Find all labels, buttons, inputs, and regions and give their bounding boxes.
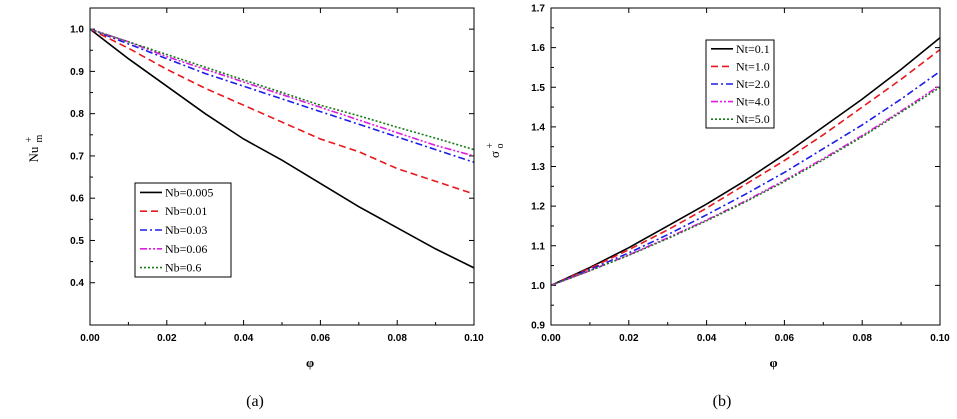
y-axis-label-base: σ <box>487 151 502 158</box>
chart-b: 0.9 1.0 1.1 1.2 1.3 1.4 1.5 1.6 1.7 0.00 0.02 0.04 0… <box>485 4 950 411</box>
y-axis-label: Nu + m <box>24 135 45 163</box>
series-line-nb-0-01 <box>89 28 475 195</box>
x-tick-label: 0.06 <box>311 333 331 344</box>
y-axis-label-base: Nu <box>26 146 41 162</box>
legend-label: Nt=0.1 <box>736 42 770 56</box>
y-tick-label: 1.5 <box>531 83 545 94</box>
y-tick-label: 1.4 <box>531 122 545 133</box>
figure-caption: (a) <box>246 393 264 410</box>
x-tick-label: 0.00 <box>80 333 100 344</box>
plot-frame <box>89 7 475 326</box>
series-line-nt-1-0 <box>550 48 941 287</box>
y-tick-label: 0.7 <box>70 151 84 162</box>
y-tick-label: 0.8 <box>70 109 84 120</box>
series-line-nb-0-06 <box>89 28 475 157</box>
x-tick-label: 0.00 <box>541 333 561 344</box>
legend-label: Nb=0.005 <box>165 185 213 199</box>
y-tick-label: 1.0 <box>70 25 84 36</box>
x-tick-label: 0.02 <box>157 333 177 344</box>
legend-label: Nt=2.0 <box>736 77 770 91</box>
series-line-nt-2-0 <box>550 70 941 287</box>
legend-label: Nb=0.01 <box>165 204 207 218</box>
x-tick-label: 0.08 <box>852 333 872 344</box>
y-tick-label: 0.9 <box>531 321 545 332</box>
y-axis-label-sub: o <box>495 144 506 149</box>
legend: Nb=0.005 Nb=0.01 Nb=0.03 Nb=0.06 Nb=0.6 <box>134 182 232 278</box>
y-axis-label-sup: + <box>24 137 35 143</box>
legend-label: Nb=0.06 <box>165 242 207 256</box>
legend-label: Nb=0.03 <box>165 223 207 237</box>
y-tick-label: 0.9 <box>70 67 84 78</box>
series-line-nt-0-1 <box>550 37 941 287</box>
x-tick-label: 0.10 <box>930 333 950 344</box>
y-tick-label: 0.5 <box>70 236 84 247</box>
y-axis-label-sub: m <box>34 135 45 143</box>
legend-label: Nb=0.6 <box>165 261 201 275</box>
legend: Nt=0.1 Nt=1.0 Nt=2.0 Nt=4.0 Nt=5.0 <box>705 39 775 129</box>
y-tick-label: 1.3 <box>531 162 545 173</box>
y-tick-label: 1.6 <box>531 43 545 54</box>
series-line-nt-5-0 <box>550 86 941 287</box>
y-axis-label-sup: + <box>485 143 496 149</box>
y-tick-label: 1.1 <box>531 241 545 252</box>
x-tick-label: 0.04 <box>697 333 717 344</box>
x-axis-label: φ <box>769 355 777 370</box>
y-tick-label: 1.7 <box>531 4 545 15</box>
y-axis-label: σ + o <box>485 143 506 159</box>
legend-label: Nt=1.0 <box>736 59 770 73</box>
figure-caption: (b) <box>713 393 732 410</box>
legend-label: Nt=4.0 <box>736 95 770 109</box>
x-tick-label: 0.10 <box>464 333 484 344</box>
legend-label: Nt=5.0 <box>736 112 770 126</box>
chart-a: 0.4 0.5 0.6 0.7 0.8 0.9 1.0 0.00 0.02 0.04 0.06 0.0… <box>24 7 484 410</box>
y-tick-label: 1.0 <box>531 281 545 292</box>
x-tick-label: 0.04 <box>234 333 254 344</box>
y-tick-label: 1.2 <box>531 202 545 213</box>
x-tick-label: 0.02 <box>619 333 639 344</box>
x-axis-label: φ <box>306 355 314 370</box>
y-tick-label: 0.4 <box>70 278 84 289</box>
y-tick-label: 0.6 <box>70 194 84 205</box>
series-line-nb-0-005 <box>89 28 475 269</box>
plot-frame <box>550 7 941 326</box>
x-tick-label: 0.06 <box>775 333 795 344</box>
series-line-nb-0-6 <box>89 28 475 151</box>
x-tick-label: 0.08 <box>387 333 407 344</box>
